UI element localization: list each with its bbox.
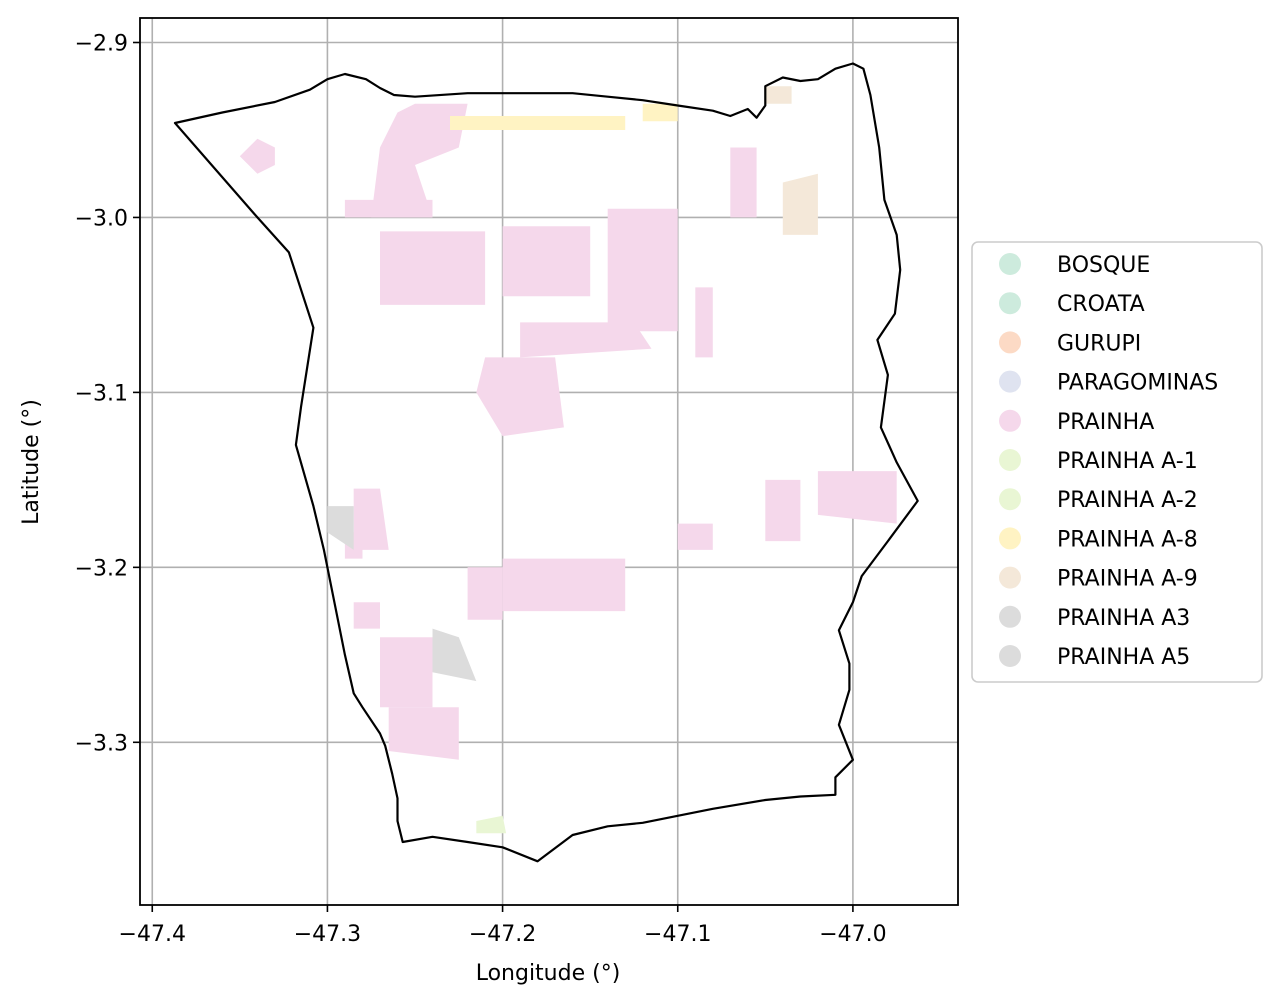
legend-marker	[999, 409, 1021, 432]
legend-marker	[999, 253, 1021, 275]
region-prainha	[520, 322, 652, 358]
legend-marker	[999, 527, 1021, 550]
region-prainha	[695, 287, 713, 358]
y-axis-label: Latitude (°)	[19, 399, 44, 525]
region-prainha	[388, 707, 459, 760]
municipality-boundary	[173, 62, 919, 863]
legend-marker	[999, 566, 1021, 589]
region-prainha	[677, 523, 713, 550]
axes-frame	[139, 17, 959, 906]
legend-label: PRAINHA	[1057, 410, 1154, 435]
y-tick-label: −2.9	[75, 31, 128, 56]
legend-marker	[999, 370, 1021, 393]
legend-marker	[999, 292, 1021, 315]
plot-area: −47.4 −47.3 −47.2 −47.1 −47.0 −2.9 −3.0 −3.1 −3.…	[75, 17, 959, 947]
region-prainha-a-8	[642, 103, 678, 122]
legend-marker	[999, 331, 1021, 354]
region-prainha-a-8	[450, 116, 626, 130]
legend: BOSQUE CROATA GURUPI PARAGOMINAS PRAINHA PRAI…	[971, 241, 1263, 683]
legend-box	[971, 241, 1263, 683]
region-prainha	[467, 567, 503, 620]
legend-label: PRAINHA A5	[1057, 645, 1190, 670]
legend-label: BOSQUE	[1057, 253, 1150, 278]
region-prainha	[380, 231, 486, 305]
legend-marker	[999, 449, 1021, 471]
region-prainha-a-1	[476, 815, 507, 834]
region-prainha-a-9	[782, 173, 818, 235]
region-prainha	[344, 199, 433, 218]
legend-label: CROATA	[1057, 292, 1145, 317]
x-tick-label: −47.1	[644, 922, 711, 947]
y-tick-label: −3.0	[75, 206, 128, 231]
region-prainha	[380, 637, 433, 708]
legend-label: PRAINHA A-9	[1057, 567, 1198, 592]
region-prainha	[765, 479, 801, 542]
region-prainha	[502, 558, 626, 612]
legend-label: PRAINHA A-8	[1057, 527, 1198, 552]
x-tick-label: −47.4	[119, 922, 186, 947]
x-axis-label: Longitude (°)	[476, 961, 621, 986]
region-prainha	[730, 147, 757, 218]
region-prainha	[817, 471, 897, 524]
region-prainha	[371, 103, 468, 218]
y-tick-label: −3.1	[75, 381, 128, 406]
legend-marker	[999, 488, 1021, 511]
legend-label: PRAINHA A3	[1057, 606, 1190, 631]
region-prainha	[502, 226, 591, 297]
x-tick-label: −47.2	[469, 922, 536, 947]
legend-label: PARAGOMINAS	[1057, 371, 1218, 396]
region-prainha	[353, 602, 380, 629]
legend-label: GURUPI	[1057, 331, 1141, 356]
legend-marker	[999, 645, 1021, 667]
y-tick-label: −3.2	[75, 556, 128, 581]
region-prainha-a-9	[765, 86, 792, 104]
x-tick-label: −47.0	[819, 922, 886, 947]
legend-label: PRAINHA A-1	[1057, 449, 1198, 474]
y-tick-label: −3.3	[75, 731, 128, 756]
region-prainha	[239, 138, 275, 174]
region-prainha-a3	[432, 628, 477, 682]
region-prainha	[607, 208, 678, 332]
legend-marker	[999, 605, 1021, 628]
x-tick-label: −47.3	[294, 922, 361, 947]
legend-label: PRAINHA A-2	[1057, 488, 1198, 513]
region-prainha-a3	[327, 506, 354, 550]
region-prainha	[476, 357, 564, 437]
